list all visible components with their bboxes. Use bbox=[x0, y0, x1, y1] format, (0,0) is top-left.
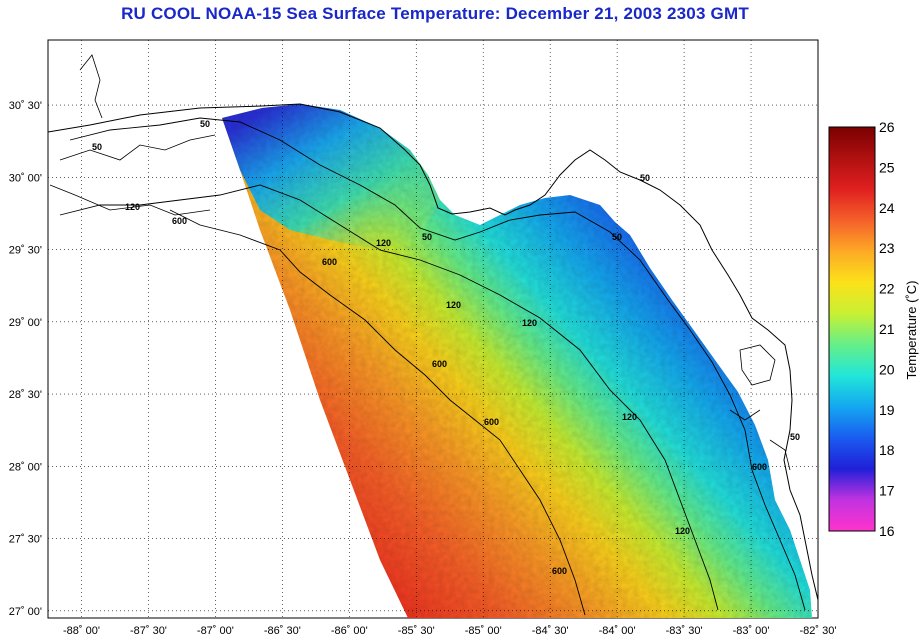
contour-label: 120 bbox=[376, 238, 391, 248]
contour-label: 50 bbox=[640, 173, 650, 183]
colorbar-tick-label: 26 bbox=[879, 119, 895, 135]
colorbar-tick-label: 23 bbox=[879, 240, 895, 256]
sst-swath-texture bbox=[222, 104, 812, 618]
lat-tick-label: 29˚ 00' bbox=[9, 317, 42, 329]
lat-tick-label: 28˚ 00' bbox=[9, 461, 42, 473]
colorbar-tick-label: 22 bbox=[879, 281, 895, 297]
lon-tick-label: -83˚ 00' bbox=[733, 625, 770, 637]
contour-50 bbox=[69, 117, 806, 611]
colorbar-tick-label: 21 bbox=[879, 321, 895, 337]
contour-label: 50 bbox=[612, 232, 622, 242]
lat-tick-label: 30˚ 30' bbox=[9, 100, 42, 112]
contour-120 bbox=[59, 184, 719, 611]
lon-tick-label: -82˚ 30' bbox=[800, 625, 837, 637]
lon-axis-labels: -88˚ 00' -87˚ 30' -87˚ 00' -86˚ 30' -86˚ 00'… bbox=[63, 625, 836, 637]
colorbar-tick-label: 16 bbox=[879, 523, 895, 539]
colorbar-tick-label: 19 bbox=[879, 402, 895, 418]
lat-tick-label: 27˚ 30' bbox=[9, 534, 42, 546]
lat-tick-label: 28˚ 30' bbox=[9, 389, 42, 401]
contour-label: 50 bbox=[790, 432, 800, 442]
graticule bbox=[48, 40, 818, 618]
contour-label: 600 bbox=[172, 216, 187, 226]
lon-tick-label: -84˚ 00' bbox=[599, 625, 636, 637]
contour-label-group: 50 50 50 50 50 50 120 120 120 120 120 120 600 600 600 6… bbox=[92, 119, 800, 576]
contour-label: 50 bbox=[92, 142, 102, 152]
lon-tick-label: -87˚ 00' bbox=[197, 625, 234, 637]
lat-tick-label: 27˚ 00' bbox=[9, 606, 42, 618]
lat-tick-label: 29˚ 30' bbox=[9, 245, 42, 257]
contour-label: 120 bbox=[446, 300, 461, 310]
contour-label: 600 bbox=[322, 257, 337, 267]
colorbar-tick-label: 17 bbox=[879, 483, 895, 499]
lon-tick-label: -87˚ 30' bbox=[130, 625, 167, 637]
colorbar-label: Temperature (˚C) bbox=[904, 281, 919, 380]
contour-label: 120 bbox=[622, 412, 637, 422]
lon-tick-label: -86˚ 00' bbox=[331, 625, 368, 637]
contour-label: 600 bbox=[432, 359, 447, 369]
lon-tick-label: -84˚ 30' bbox=[532, 625, 569, 637]
contour-label: 50 bbox=[422, 232, 432, 242]
lat-tick-label: 30˚ 00' bbox=[9, 172, 42, 184]
colorbar bbox=[828, 126, 876, 532]
lon-tick-label: -88˚ 00' bbox=[63, 625, 100, 637]
contour-label: 50 bbox=[200, 119, 210, 129]
lon-tick-label: -85˚ 00' bbox=[465, 625, 502, 637]
lon-tick-label: -85˚ 30' bbox=[398, 625, 435, 637]
contour-label: 600 bbox=[552, 566, 567, 576]
contour-label: 600 bbox=[752, 462, 767, 472]
inland-lines bbox=[49, 54, 791, 471]
lon-tick-label: -86˚ 30' bbox=[264, 625, 301, 637]
contour-label: 120 bbox=[125, 202, 140, 212]
colorbar-tick-label: 18 bbox=[879, 442, 895, 458]
map-title: RU COOL NOAA-15 Sea Surface Temperature:… bbox=[121, 4, 749, 23]
colorbar-tick-label: 20 bbox=[879, 361, 895, 377]
contour-label: 120 bbox=[522, 318, 537, 328]
lat-axis-labels: 30˚ 30' 30˚ 00' 29˚ 30' 29˚ 00' 28˚ 30' 28˚ 0… bbox=[9, 100, 42, 618]
colorbar-tick-label: 24 bbox=[879, 200, 895, 216]
contour-label: 600 bbox=[484, 417, 499, 427]
colorbar-ticks: 26 25 24 23 22 21 20 19 18 17 16 bbox=[879, 119, 895, 539]
coastline bbox=[48, 103, 818, 601]
lon-tick-label: -83˚ 30' bbox=[666, 625, 703, 637]
contour-600 bbox=[169, 209, 586, 616]
colorbar-tick-label: 25 bbox=[879, 159, 895, 175]
contour-label: 120 bbox=[675, 526, 690, 536]
